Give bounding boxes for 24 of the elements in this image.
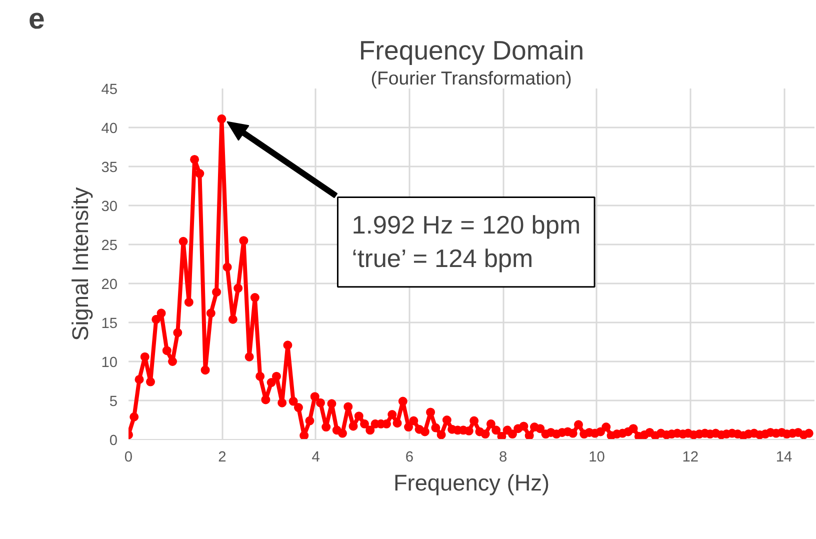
y-tick-label: 5 bbox=[109, 394, 118, 410]
y-tick-label: 15 bbox=[101, 316, 118, 332]
x-tick-label: 0 bbox=[124, 450, 133, 466]
y-tick-label: 35 bbox=[101, 160, 118, 176]
chart-title: Frequency Domain bbox=[358, 36, 584, 66]
y-axis-title: Signal Intensity bbox=[67, 186, 94, 341]
x-tick-label: 4 bbox=[312, 450, 320, 466]
y-tick-label: 25 bbox=[101, 238, 118, 254]
x-tick-label: 8 bbox=[499, 450, 508, 466]
y-tick-label: 20 bbox=[101, 277, 118, 293]
x-tick-label: 14 bbox=[776, 450, 792, 466]
y-tick-label: 0 bbox=[109, 433, 118, 449]
annotation: 1.992 Hz = 120 bpm ‘true’ = 124 bpm bbox=[352, 211, 581, 273]
y-tick-label: 10 bbox=[101, 355, 118, 371]
x-axis-title: Frequency (Hz) bbox=[393, 470, 550, 496]
x-tick-label: 6 bbox=[405, 450, 414, 466]
x-tick-label: 12 bbox=[682, 450, 699, 466]
x-tick-label: 10 bbox=[588, 450, 605, 466]
chart-subtitle: (Fourier Transformation) bbox=[370, 68, 572, 88]
text: e bbox=[28, 2, 45, 36]
y-tick-label: 40 bbox=[101, 121, 118, 137]
x-tick-label: 2 bbox=[218, 450, 226, 466]
y-tick-label: 45 bbox=[101, 82, 118, 98]
y-tick-label: 30 bbox=[101, 199, 118, 215]
